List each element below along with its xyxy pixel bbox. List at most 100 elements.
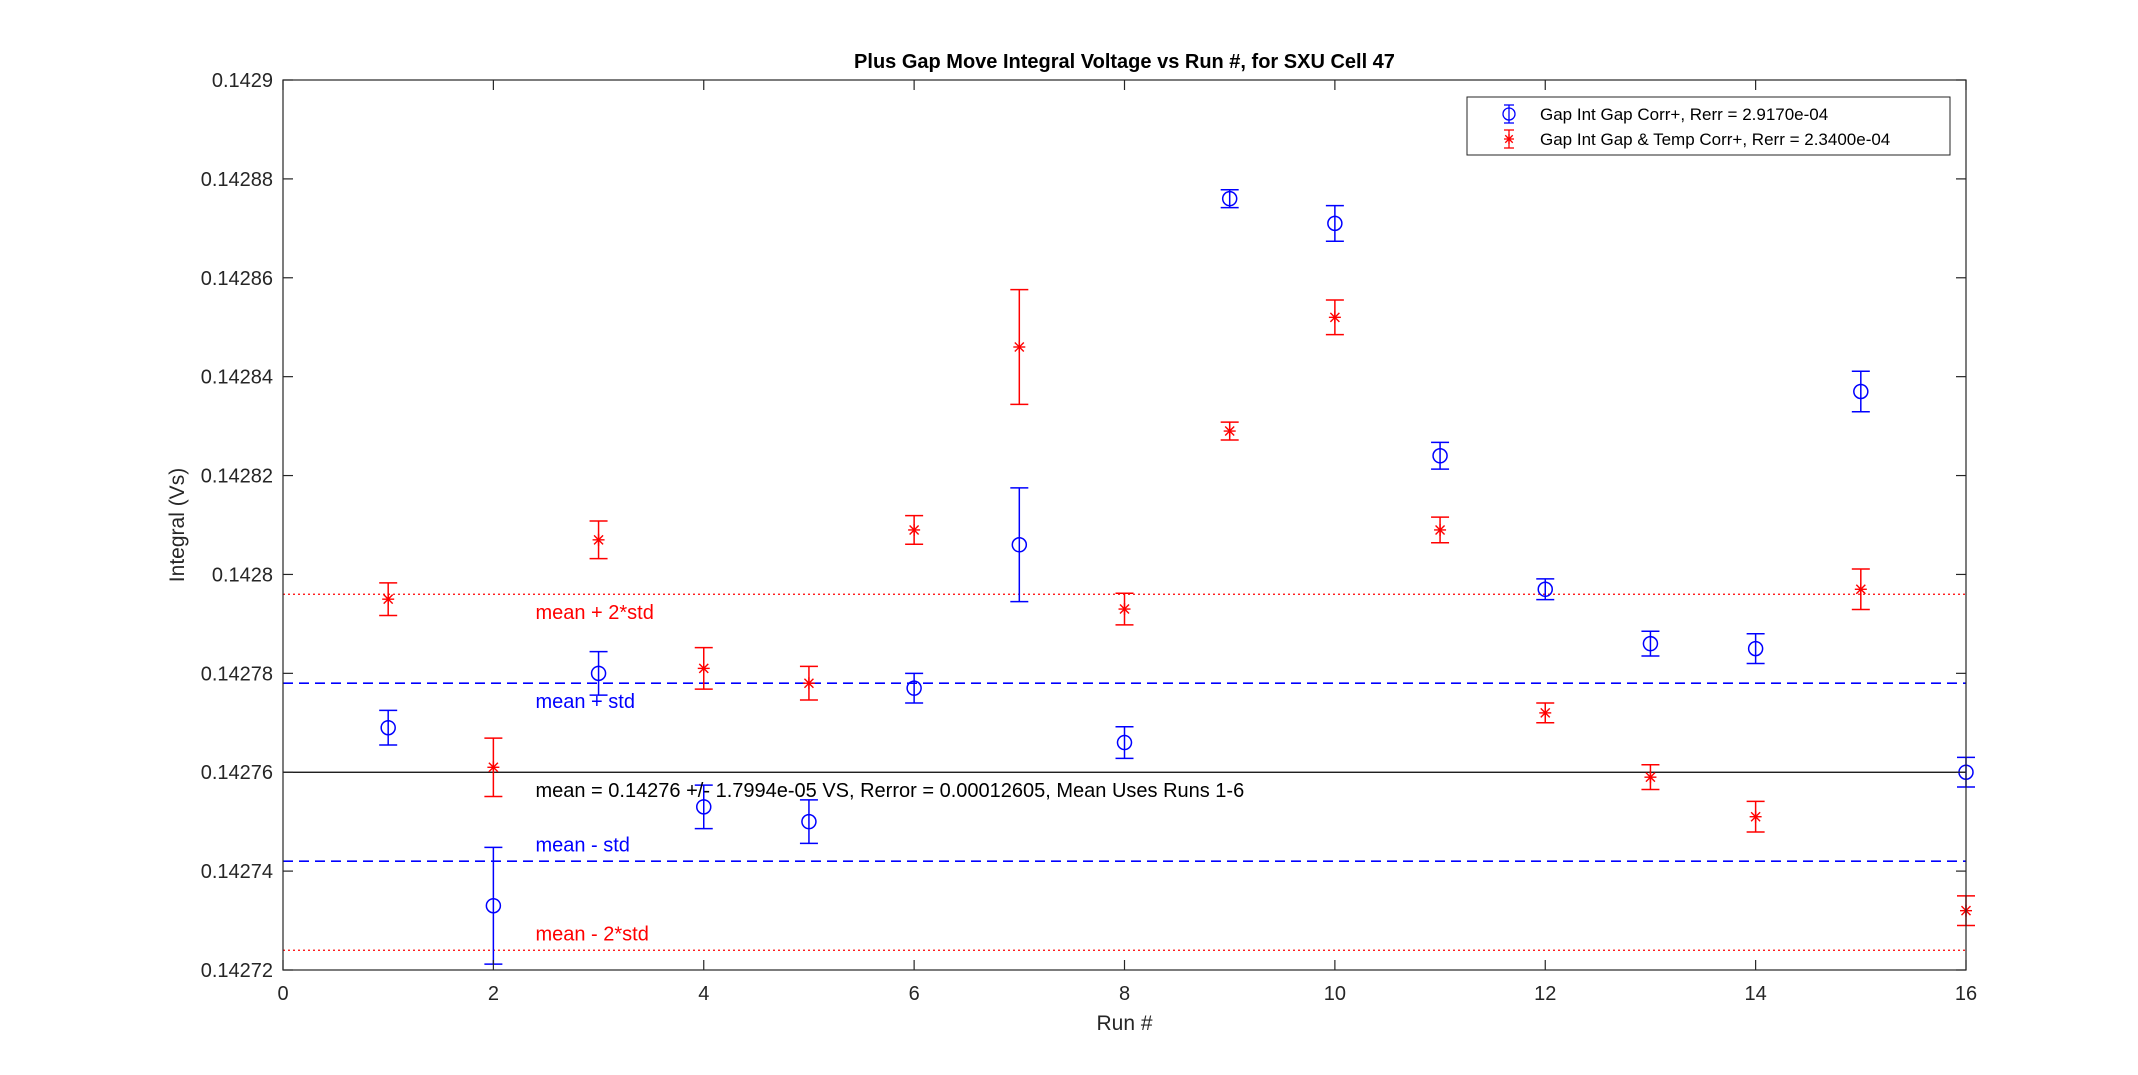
legend-entry-0: Gap Int Gap Corr+, Rerr = 2.9170e-04	[1502, 104, 1828, 124]
error-bar	[1746, 633, 1765, 665]
data-point	[1537, 581, 1553, 598]
axes: 0 2 4 6 8 10 12 14 16 0.14272 0.14274 0.14276 0.1427…	[201, 70, 1977, 1005]
data-point	[1747, 640, 1764, 657]
error-bar	[1010, 487, 1029, 603]
legend-label: Gap Int Gap Corr+, Rerr = 2.9170e-04	[1540, 105, 1828, 124]
x-tick-label: 6	[909, 983, 920, 1005]
asterisk-stroke	[909, 524, 920, 535]
error-bar	[1851, 370, 1870, 413]
x-tick-label: 10	[1324, 983, 1346, 1005]
x-tick-label: 2	[488, 983, 499, 1005]
data-point	[697, 662, 710, 675]
data-point	[1221, 190, 1238, 207]
data-point	[1434, 523, 1447, 536]
series-layer	[379, 189, 1975, 965]
legend: Gap Int Gap Corr+, Rerr = 2.9170e-04 Gap …	[1466, 96, 1951, 156]
asterisk-stroke	[1435, 524, 1446, 535]
asterisk-stroke	[1014, 342, 1025, 352]
x-tick-label: 12	[1534, 983, 1556, 1005]
legend-box	[1466, 96, 1951, 156]
annotation-4: mean - 2*std	[535, 923, 648, 945]
data-point	[590, 665, 607, 682]
x-axis-label: Run #	[1096, 1012, 1152, 1035]
data-point	[906, 680, 922, 696]
legend-label: Gap Int Gap & Temp Corr+, Rerr = 2.3400e…	[1540, 130, 1890, 149]
asterisk-stroke	[383, 594, 394, 605]
error-bar	[1220, 189, 1239, 209]
data-point	[1644, 771, 1657, 784]
error-bar	[905, 672, 924, 704]
x-tick-label: 0	[277, 983, 288, 1005]
data-point	[592, 533, 605, 546]
data-point	[380, 719, 396, 736]
x-tick-label: 14	[1745, 983, 1767, 1005]
data-point	[908, 523, 921, 536]
data-point	[1013, 341, 1026, 353]
error-bar	[379, 709, 398, 746]
data-point	[801, 813, 817, 830]
error-bar	[1115, 725, 1134, 760]
error-bar	[589, 650, 608, 696]
data-point	[485, 897, 502, 914]
legend-marker	[1504, 134, 1514, 144]
asterisk-stroke	[803, 678, 814, 689]
annotation-0: mean + 2*std	[535, 602, 653, 624]
y-tick-label: 0.14272	[201, 960, 273, 982]
data-point	[1642, 635, 1659, 652]
series-1	[379, 288, 1975, 927]
data-point	[1539, 706, 1552, 719]
x-tick-label: 16	[1955, 983, 1977, 1005]
data-point	[1116, 734, 1133, 751]
annotations: mean + 2*std mean + std mean = 0.14276 +/-…	[535, 602, 1244, 945]
y-tick-label: 0.14288	[201, 169, 273, 191]
y-tick-label: 0.14282	[201, 466, 273, 488]
data-point	[1749, 810, 1762, 823]
data-point	[696, 799, 712, 815]
error-bar	[1641, 630, 1660, 657]
y-tick-label: 0.14276	[201, 762, 273, 784]
y-tick-label: 0.14278	[201, 663, 273, 685]
y-tick-label: 0.14286	[201, 268, 273, 290]
annotation-2: mean = 0.14276 +/- 1.7994e-05 VS, Rerror…	[535, 780, 1244, 802]
y-tick-label: 0.1428	[212, 564, 273, 586]
data-point	[382, 593, 395, 606]
error-bar	[1325, 204, 1344, 242]
data-point	[1854, 583, 1867, 596]
data-point	[802, 677, 815, 690]
legend-entry-1: Gap Int Gap & Temp Corr+, Rerr = 2.3400e…	[1504, 129, 1890, 149]
error-bar	[1431, 441, 1450, 470]
chart-title: Plus Gap Move Integral Voltage vs Run #,…	[854, 51, 1395, 73]
data-point	[1223, 425, 1236, 438]
annotation-1: mean + std	[535, 691, 635, 713]
legend-marker	[1502, 107, 1516, 121]
asterisk-stroke	[488, 762, 499, 773]
asterisk-stroke	[1750, 811, 1761, 822]
series-0	[379, 189, 1975, 965]
asterisk-stroke	[1119, 604, 1130, 615]
y-tick-label: 0.14284	[201, 367, 273, 389]
y-tick-label: 0.1429	[212, 70, 273, 92]
asterisk-stroke	[1329, 312, 1340, 323]
x-tick-label: 4	[698, 983, 709, 1005]
data-point	[1327, 215, 1343, 232]
plot-area	[283, 80, 1966, 970]
data-point	[1432, 448, 1448, 464]
annotation-3: mean - std	[535, 834, 629, 856]
asterisk-stroke	[698, 663, 709, 674]
y-axis-label: Integral (Vs)	[166, 468, 189, 582]
data-point	[487, 761, 500, 774]
asterisk-stroke	[593, 534, 604, 545]
data-point	[1853, 383, 1869, 400]
asterisk-stroke	[1645, 772, 1656, 783]
error-bar	[799, 799, 818, 845]
asterisk-stroke	[1855, 584, 1866, 595]
data-point	[1011, 537, 1028, 553]
asterisk-stroke	[1540, 707, 1551, 718]
asterisk-stroke	[1504, 134, 1514, 144]
y-tick-label: 0.14274	[201, 861, 273, 883]
asterisk-stroke	[1224, 426, 1235, 437]
x-tick-label: 8	[1119, 983, 1130, 1005]
data-point	[1118, 603, 1131, 616]
data-point	[1328, 311, 1341, 324]
